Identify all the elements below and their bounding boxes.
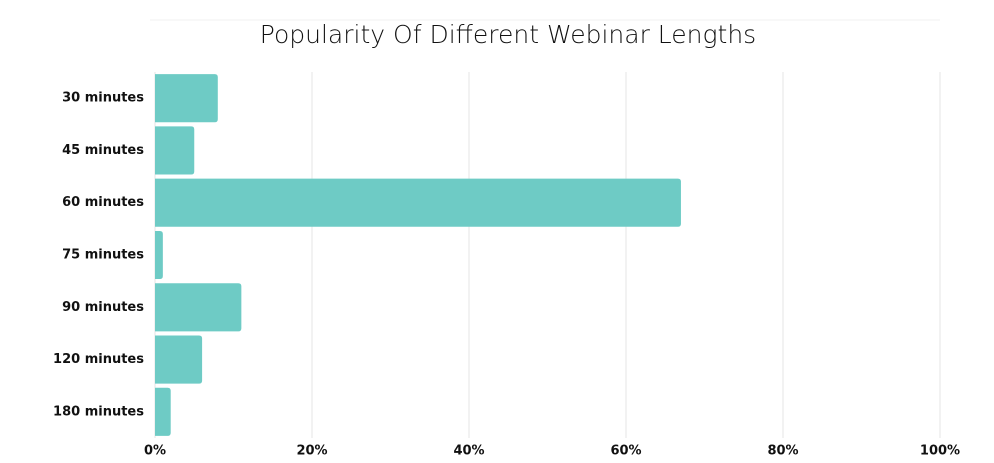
x-tick-label: 20%: [296, 444, 327, 459]
y-tick-label: 30 minutes: [62, 91, 144, 106]
bar: [155, 178, 681, 227]
bar: [155, 283, 242, 332]
bar: [155, 230, 163, 280]
y-tick-label: 120 minutes: [53, 352, 144, 367]
y-tick-label: 180 minutes: [53, 404, 144, 419]
x-tick-label: 100%: [920, 444, 960, 459]
x-tick-label: 40%: [453, 444, 484, 459]
y-tick-label: 60 minutes: [62, 195, 144, 210]
bar: [155, 335, 203, 384]
y-tick-label: 75 minutes: [62, 248, 144, 263]
chart-title: Popularity Of Different Webinar Lengths: [260, 20, 756, 49]
bar: [155, 74, 218, 123]
bar: [155, 387, 171, 436]
bar: [155, 126, 195, 175]
y-tick-label: 45 minutes: [62, 143, 144, 158]
x-tick-label: 0%: [144, 444, 166, 459]
y-tick-label: 90 minutes: [62, 300, 144, 315]
x-tick-label: 60%: [610, 444, 641, 459]
x-tick-label: 80%: [767, 444, 798, 459]
